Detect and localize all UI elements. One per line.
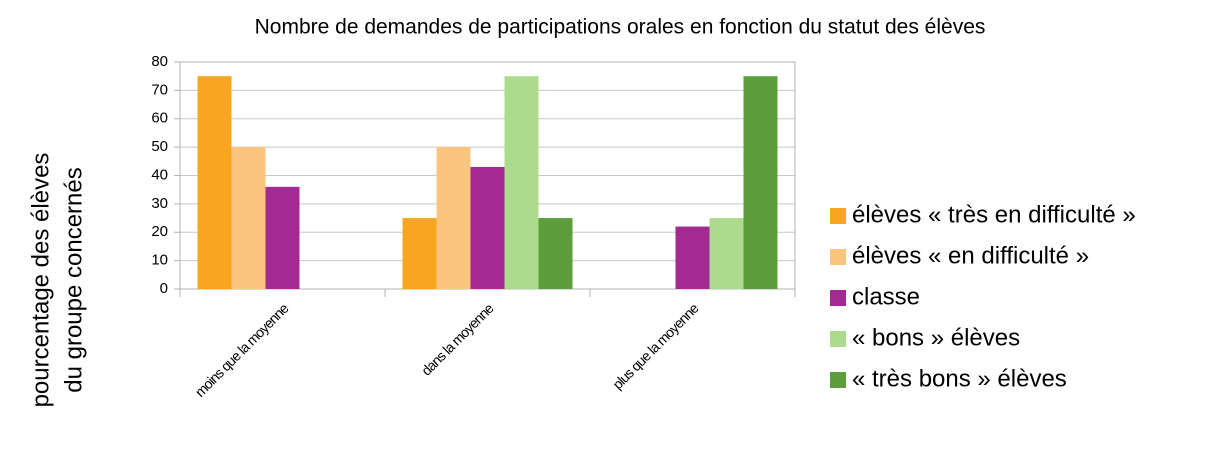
y-tick-label: 0 [160, 280, 168, 297]
y-tick-label: 40 [151, 166, 168, 183]
y-tick-label: 70 [151, 81, 168, 98]
y-tick-label: 60 [151, 110, 168, 127]
legend-label: classe [852, 283, 920, 310]
y-tick-label: 10 [151, 252, 168, 269]
legend-label: « très bons » élèves [852, 365, 1067, 392]
bar [675, 226, 710, 289]
legend-swatch [830, 208, 846, 224]
legend-label: élèves « en difficulté » [852, 242, 1089, 269]
bar [197, 76, 232, 289]
legend-swatch [830, 249, 846, 265]
bar [402, 218, 437, 289]
bar [538, 218, 573, 289]
bar [504, 76, 539, 289]
bar [231, 147, 266, 289]
y-axis-title: pourcentage des élèves [27, 153, 54, 408]
bar [743, 76, 778, 289]
bar [470, 166, 505, 289]
chart-title: Nombre de demandes de participations ora… [255, 16, 986, 39]
y-tick-label: 20 [151, 223, 168, 240]
x-tick-label: dans la moyenne [418, 300, 497, 379]
legend-label: élèves « très en difficulté » [852, 201, 1136, 228]
legend-swatch [830, 331, 846, 347]
x-tick-label: plus que la moyenne [609, 300, 702, 393]
bar [436, 147, 471, 289]
y-tick-label: 80 [151, 53, 168, 70]
x-tick-label: moins que la moyenne [192, 300, 292, 400]
bar [709, 218, 744, 289]
legend-swatch [830, 372, 846, 388]
bar [265, 186, 300, 289]
y-axis-title: du groupe concernés [60, 167, 87, 393]
legend-swatch [830, 290, 846, 306]
y-tick-label: 30 [151, 195, 168, 212]
y-tick-label: 50 [151, 138, 168, 155]
legend-label: « bons » élèves [852, 324, 1020, 351]
